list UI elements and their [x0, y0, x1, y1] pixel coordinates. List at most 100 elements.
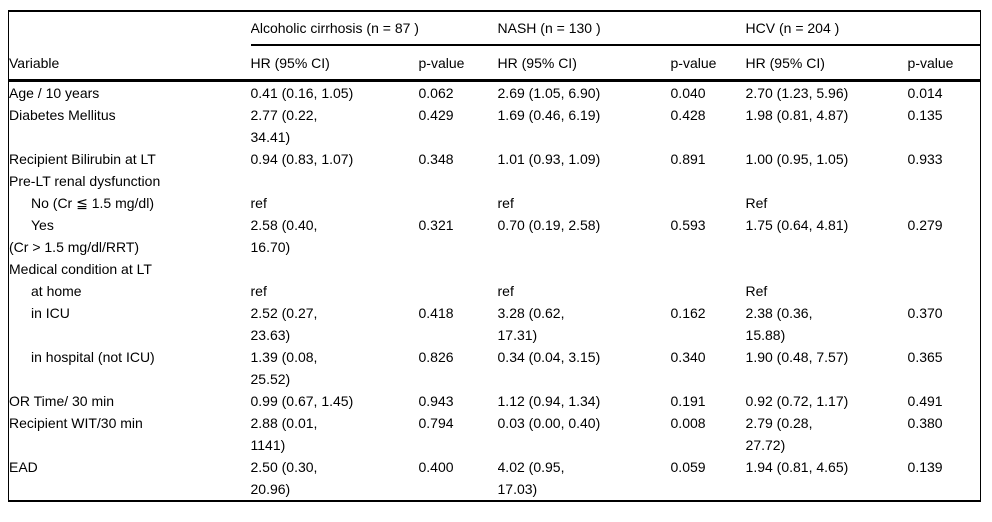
- hr-cell: 2.88 (0.01, 1141): [250, 415, 318, 453]
- hr-cell: 2.69 (1.05, 6.90): [497, 85, 601, 101]
- table-body: Age / 10 years 0.41 (0.16, 1.05) 0.062 2…: [9, 81, 981, 502]
- p-value-cell: [419, 280, 498, 302]
- variable-column-header: Variable: [8, 45, 251, 82]
- p-value-cell: 0.014: [907, 85, 943, 101]
- hr-cell: 0.99 (0.67, 1.45): [250, 393, 354, 409]
- p-value-cell: [419, 258, 498, 280]
- p-value-cell: 0.040: [670, 85, 706, 101]
- hr-cell: [251, 258, 419, 280]
- hr-column-header: HR (95% CI): [745, 45, 908, 82]
- p-value-cell: 0.321: [418, 217, 454, 233]
- p-value-column-header: p-value: [418, 45, 498, 82]
- table-row: in ICU 2.52 (0.27, 23.63) 0.418 3.28 (0.…: [9, 302, 981, 346]
- p-value-cell: 0.059: [670, 459, 706, 475]
- p-value-cell: [908, 192, 981, 214]
- column-header-row: Variable HR (95% CI) p-value HR (95% CI)…: [8, 45, 981, 82]
- hr-column-header: HR (95% CI): [250, 45, 419, 82]
- table-row: Pre-LT renal dysfunction: [9, 170, 981, 192]
- hr-cell: 2.77 (0.22, 34.41): [250, 107, 318, 145]
- variable-cell: EAD: [9, 459, 38, 475]
- p-value-cell: [671, 170, 746, 192]
- hr-cell: [251, 170, 419, 192]
- p-value-cell: 0.365: [907, 349, 943, 365]
- hr-cell: 0.03 (0.00, 0.40): [497, 415, 601, 431]
- p-value-cell: 0.794: [418, 415, 454, 431]
- hr-cell: 1.39 (0.08, 25.52): [250, 349, 318, 387]
- hr-cell: 1.94 (0.81, 4.65): [745, 459, 849, 475]
- p-value-cell: 0.933: [907, 151, 943, 167]
- p-value-cell: [908, 258, 981, 280]
- variable-cell: in ICU: [31, 305, 70, 321]
- hr-cell: 0.70 (0.19, 2.58): [497, 217, 601, 233]
- variable-cell: Diabetes Mellitus: [9, 107, 116, 123]
- variable-cell: Recipient Bilirubin at LT: [9, 151, 156, 167]
- p-value-cell: 0.370: [907, 305, 943, 321]
- variable-cell: at home: [31, 283, 82, 299]
- p-value-cell: 0.400: [418, 459, 454, 475]
- hr-cell: 1.00 (0.95, 1.05): [745, 151, 849, 167]
- p-value-cell: 0.139: [907, 459, 943, 475]
- hr-cell: 1.12 (0.94, 1.34): [497, 393, 601, 409]
- p-value-cell: [908, 280, 981, 302]
- p-value-cell: [671, 258, 746, 280]
- variable-cell: Age / 10 years: [9, 85, 100, 101]
- p-value-cell: 0.380: [907, 415, 943, 431]
- p-value-cell: 0.191: [670, 393, 706, 409]
- group-header-nash: NASH (n = 130 ): [497, 11, 746, 46]
- results-table-container: Alcoholic cirrhosis (n = 87 ) NASH (n = …: [8, 10, 982, 502]
- hr-cell: 3.28 (0.62, 17.31): [497, 305, 565, 343]
- variable-cell: OR Time/ 30 min: [9, 393, 115, 409]
- variable-cell: in hospital (not ICU): [31, 349, 155, 365]
- p-value-cell: 0.008: [670, 415, 706, 431]
- p-value-cell: 0.162: [670, 305, 706, 321]
- table-row: EAD 2.50 (0.30, 20.96) 0.400 4.02 (0.95,…: [9, 456, 981, 501]
- hr-cell: 0.94 (0.83, 1.07): [250, 151, 354, 167]
- p-value-cell: 0.429: [418, 107, 454, 123]
- p-value-cell: 0.062: [418, 85, 454, 101]
- hr-cell: 1.98 (0.81, 4.87): [745, 107, 849, 123]
- hr-cell: 0.92 (0.72, 1.17): [745, 393, 849, 409]
- table-row: Age / 10 years 0.41 (0.16, 1.05) 0.062 2…: [9, 81, 981, 105]
- p-value-column-header: p-value: [670, 45, 746, 82]
- variable-cell: Pre-LT renal dysfunction: [9, 173, 161, 189]
- p-value-cell: 0.491: [907, 393, 943, 409]
- table-row: at home ref ref Ref: [9, 280, 981, 302]
- table-row: Yes (Cr > 1.5 mg/dl/RRT) 2.58 (0.40, 16.…: [9, 214, 981, 258]
- hr-cell: [498, 170, 671, 192]
- hr-cell: 1.90 (0.48, 7.57): [745, 349, 849, 365]
- hr-cell: 2.70 (1.23, 5.96): [745, 85, 849, 101]
- hr-cell: 0.34 (0.04, 3.15): [497, 349, 601, 365]
- hr-cell: 1.69 (0.46, 6.19): [497, 107, 601, 123]
- table-row: No (Cr ≦ 1.5 mg/dl) ref ref Ref: [9, 192, 981, 214]
- p-value-cell: [671, 280, 746, 302]
- hr-cell: ref: [497, 283, 514, 299]
- variable-cell: No (Cr ≦ 1.5 mg/dl): [31, 195, 154, 211]
- variable-cell: Yes (Cr > 1.5 mg/dl/RRT): [9, 217, 140, 255]
- hr-cell: [498, 258, 671, 280]
- variable-cell: Medical condition at LT: [9, 261, 152, 277]
- p-value-cell: 0.135: [907, 107, 943, 123]
- p-value-cell: 0.340: [670, 349, 706, 365]
- hr-cell: 2.38 (0.36, 15.88): [745, 305, 813, 343]
- variable-cell: Recipient WIT/30 min: [9, 415, 143, 431]
- table-row: Recipient WIT/30 min 2.88 (0.01, 1141) 0…: [9, 412, 981, 456]
- hr-cell: Ref: [745, 195, 768, 211]
- table-row: Recipient Bilirubin at LT 0.94 (0.83, 1.…: [9, 148, 981, 170]
- corner-cell: [9, 11, 251, 45]
- group-header-row: Alcoholic cirrhosis (n = 87 ) NASH (n = …: [9, 11, 981, 46]
- p-value-cell: [419, 170, 498, 192]
- p-value-cell: 0.418: [418, 305, 454, 321]
- p-value-cell: 0.348: [418, 151, 454, 167]
- hr-cell: 2.50 (0.30, 20.96): [250, 459, 318, 497]
- hr-column-header: HR (95% CI): [497, 45, 671, 82]
- hr-cell: ref: [250, 195, 267, 211]
- hr-cell: [746, 258, 908, 280]
- hr-cell: 2.52 (0.27, 23.63): [250, 305, 318, 343]
- hr-cell: ref: [497, 195, 514, 211]
- results-table: Alcoholic cirrhosis (n = 87 ) NASH (n = …: [8, 10, 982, 502]
- p-value-cell: 0.593: [670, 217, 706, 233]
- table-row: in hospital (not ICU) 1.39 (0.08, 25.52)…: [9, 346, 981, 390]
- hr-cell: Ref: [745, 283, 768, 299]
- group-header-alcoholic-cirrhosis: Alcoholic cirrhosis (n = 87 ): [250, 11, 498, 46]
